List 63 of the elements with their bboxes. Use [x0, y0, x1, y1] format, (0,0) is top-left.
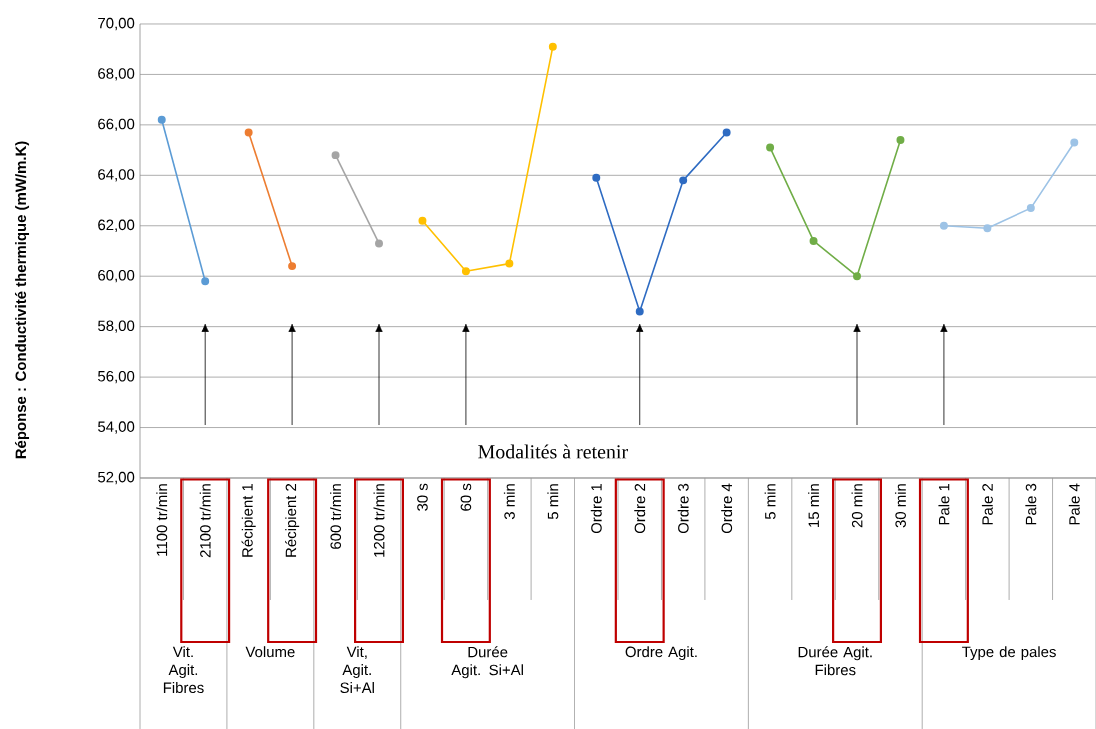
x-tick-label: Pale 2: [981, 483, 993, 525]
x-tick-label: 60 s: [460, 483, 472, 511]
x-tick-label: 3 min: [503, 484, 515, 520]
point: [157, 115, 166, 124]
y-tick-label: 52,00: [98, 471, 135, 485]
x-tick-label: 30 min: [894, 484, 906, 528]
point: [635, 307, 644, 316]
point: [809, 236, 818, 245]
point: [592, 173, 601, 182]
text: Volume: [245, 646, 295, 658]
point: [896, 136, 905, 144]
x-tick-label: 600 tr/min: [330, 484, 342, 549]
point: [418, 216, 427, 225]
annotation: Modalités à retenir: [478, 444, 628, 459]
point: [679, 176, 688, 185]
text: Vit, Agit. Si+Al: [340, 646, 374, 694]
y-tick-label: 56,00: [98, 370, 135, 384]
y-tick-label: 62,00: [98, 219, 135, 232]
x-tick-label: Ordre 4: [721, 483, 733, 534]
x-tick-label: Récipient 2: [285, 483, 300, 557]
point: [939, 221, 948, 230]
text: Durée Agit. Fibres: [798, 646, 872, 676]
point: [331, 151, 340, 160]
point: [548, 42, 557, 51]
x-tick-label: 30 s: [417, 483, 428, 511]
y-tick-label: 54,00: [98, 421, 135, 434]
y-axis-title: Réponse : Conductivité thermique (mW/m.K): [14, 141, 30, 459]
y-tick-label: 60,00: [98, 270, 135, 283]
x-tick-label: Pale 4: [1068, 483, 1080, 525]
x-tick-label: 1100 tr/min: [156, 484, 168, 556]
text: Durée Agit. Si+Al: [451, 646, 523, 679]
x-tick-label: Ordre 1: [590, 483, 602, 534]
point: [201, 277, 210, 286]
y-tick-label: 70,00: [98, 17, 135, 31]
point: [461, 267, 470, 276]
point: [983, 224, 992, 233]
x-tick-label: Récipient 1: [241, 483, 256, 557]
point: [1070, 138, 1079, 147]
point: [375, 239, 383, 248]
point: [1026, 204, 1035, 213]
x-tick-label: Pale 3: [1025, 483, 1037, 525]
x-tick-label: 20 min: [851, 484, 863, 528]
x-tick-label: Ordre 3: [677, 483, 689, 534]
x-tick-label: 15 min: [808, 484, 820, 527]
y-tick-label: 58,00: [98, 320, 135, 333]
x-tick-label: 1200 tr/min: [373, 484, 385, 557]
y-tick-label: 66,00: [98, 118, 135, 132]
point: [244, 128, 253, 137]
text: Vit. Agit. Fibres: [163, 646, 204, 694]
x-tick-label: Ordre 2: [634, 483, 646, 534]
point: [722, 128, 731, 137]
x-tick-label: 2100 tr/min: [199, 484, 211, 558]
point: [853, 272, 861, 281]
point: [766, 143, 775, 152]
x-tick-label: Pale 1: [938, 483, 950, 525]
y-tick-label: 64,00: [98, 169, 135, 182]
text: Ordre Agit.: [625, 646, 697, 661]
x-tick-label: 5 min: [764, 484, 776, 520]
x-tick-label: 5 min: [547, 484, 559, 520]
y-tick-label: 68,00: [98, 68, 135, 81]
point: [505, 259, 514, 268]
point: [288, 262, 297, 271]
text: Type de pales: [962, 646, 1056, 661]
